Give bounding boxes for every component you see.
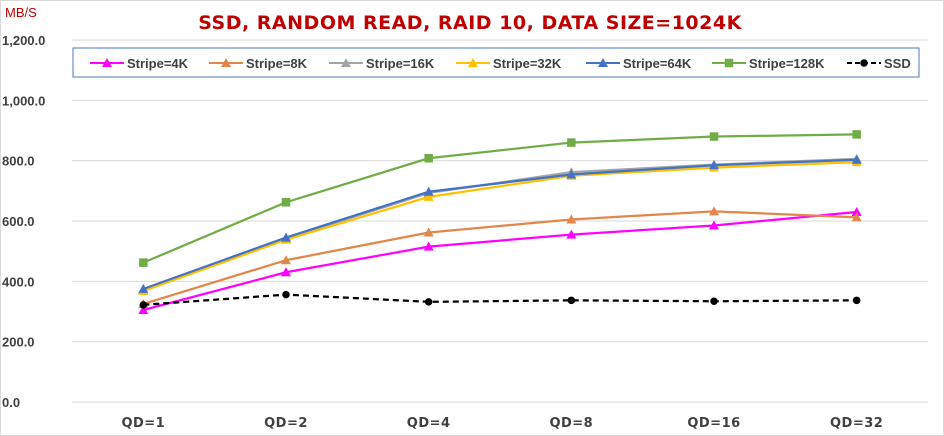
data-point bbox=[710, 297, 718, 305]
legend-item: SSD bbox=[847, 56, 911, 71]
data-point bbox=[567, 296, 576, 305]
series-ssd bbox=[139, 290, 861, 309]
data-point bbox=[424, 298, 433, 306]
y-tick-label: 200.0 bbox=[2, 335, 35, 350]
data-point bbox=[424, 154, 433, 163]
data-point bbox=[709, 132, 719, 141]
y-tick-label: 1,200.0 bbox=[2, 33, 45, 48]
data-point bbox=[860, 59, 868, 67]
series-stripe-128k bbox=[139, 130, 861, 267]
data-point bbox=[139, 258, 148, 267]
data-point bbox=[709, 206, 719, 216]
legend-item: Stripe=4K bbox=[90, 56, 189, 71]
legend-item: Stripe=64K bbox=[586, 56, 692, 71]
data-point bbox=[282, 290, 290, 299]
data-point bbox=[138, 304, 149, 314]
data-point bbox=[281, 255, 291, 265]
x-tick-label: QD=1 bbox=[121, 416, 165, 431]
data-point bbox=[851, 154, 862, 164]
data-point bbox=[139, 301, 148, 309]
series-line bbox=[143, 293, 857, 306]
x-tick-label: QD=16 bbox=[687, 416, 740, 431]
x-tick-label: QD=32 bbox=[830, 416, 883, 431]
data-point bbox=[423, 241, 434, 251]
x-tick-label: QD=4 bbox=[407, 416, 451, 431]
series-stripe-64k bbox=[138, 154, 862, 293]
data-point bbox=[468, 58, 478, 67]
legend-label: Stripe=128K bbox=[749, 56, 825, 71]
data-point bbox=[724, 58, 734, 68]
data-point bbox=[598, 58, 608, 67]
legend-item: Stripe=32K bbox=[456, 56, 562, 71]
series-lines bbox=[138, 130, 862, 314]
y-tick-label: 0.0 bbox=[2, 395, 20, 410]
data-point bbox=[281, 232, 291, 242]
legend-label: Stripe=8K bbox=[246, 56, 308, 71]
series-line bbox=[143, 210, 857, 312]
legend-item: Stripe=16K bbox=[329, 56, 435, 71]
data-point bbox=[709, 220, 719, 230]
y-tick-label: 1,000.0 bbox=[2, 93, 45, 108]
data-point bbox=[567, 138, 576, 147]
y-tick-label: 800.0 bbox=[2, 154, 35, 169]
y-axis-label: MB/S bbox=[5, 5, 37, 20]
x-tick-labels: QD=1 QD=2 QD=4 QD=8 QD=16 QD=32 bbox=[121, 416, 883, 431]
y-tick-label: 600.0 bbox=[2, 214, 35, 229]
data-point bbox=[221, 58, 231, 67]
data-point bbox=[566, 214, 577, 224]
chart-title: SSD, RANDOM READ, RAID 10, DATA SIZE=102… bbox=[198, 12, 742, 34]
legend-item: Stripe=8K bbox=[209, 56, 308, 71]
data-point bbox=[566, 169, 577, 179]
x-tick-label: QD=8 bbox=[549, 416, 593, 431]
data-point bbox=[281, 198, 291, 207]
gridlines bbox=[72, 39, 928, 403]
data-point bbox=[566, 229, 577, 239]
data-point bbox=[852, 296, 861, 305]
y-tick-labels: 0.0 200.0 400.0 600.0 800.0 1,000.0 1,200.0 bbox=[2, 33, 45, 410]
series-stripe-4k bbox=[138, 206, 862, 314]
data-point bbox=[138, 283, 149, 293]
data-point bbox=[102, 58, 112, 67]
series-line bbox=[142, 158, 857, 290]
data-point bbox=[423, 186, 434, 196]
data-point bbox=[341, 58, 351, 67]
series-line bbox=[142, 133, 857, 264]
legend-label: Stripe=4K bbox=[127, 56, 189, 71]
data-point bbox=[709, 160, 719, 170]
data-point bbox=[281, 267, 291, 277]
legend: Stripe=4K Stripe=8K Stripe=16K Stripe=32K St… bbox=[72, 47, 920, 78]
legend-label: Stripe=64K bbox=[623, 56, 692, 71]
series-line bbox=[142, 161, 857, 293]
legend-label: Stripe=16K bbox=[366, 56, 435, 71]
series-line bbox=[143, 210, 857, 306]
data-point bbox=[423, 227, 434, 237]
legend-item: Stripe=128K bbox=[712, 56, 825, 71]
data-point bbox=[851, 212, 862, 222]
legend-label: SSD bbox=[884, 56, 911, 71]
data-point bbox=[423, 191, 434, 201]
x-tick-label: QD=2 bbox=[264, 416, 308, 431]
legend-label: Stripe=32K bbox=[493, 56, 562, 71]
data-point bbox=[851, 206, 862, 216]
data-point bbox=[852, 130, 861, 139]
y-tick-label: 400.0 bbox=[2, 274, 35, 289]
